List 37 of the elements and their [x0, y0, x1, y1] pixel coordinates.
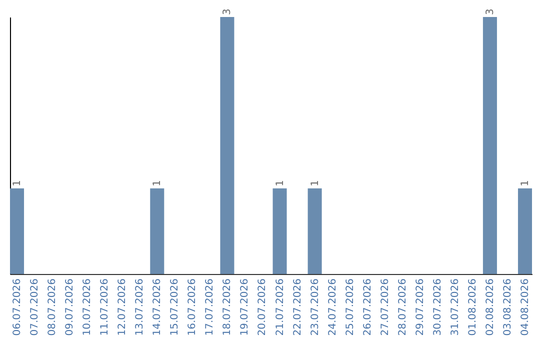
x-tick-label: 28.07.2026 [397, 278, 408, 336]
x-tick-label: 11.07.2026 [100, 278, 111, 336]
x-tick-label: 18.07.2026 [222, 278, 234, 336]
x-tick-label: 17.07.2026 [204, 278, 216, 336]
x-tick-label: 09.07.2026 [64, 278, 76, 336]
x-tick-label: 01.08.2026 [467, 278, 478, 336]
x-tick-label: 23.07.2026 [310, 278, 321, 336]
x-tick-label: 08.07.2026 [47, 278, 58, 336]
x-tick-label: 22.07.2026 [292, 278, 304, 336]
x-tick-label: 31.07.2026 [450, 278, 461, 336]
data-label: 1 [152, 180, 164, 186]
x-tick-label: 07.07.2026 [30, 278, 41, 336]
data-label: 1 [520, 180, 531, 186]
x-tick-label: 15.07.2026 [170, 278, 181, 336]
x-tick-label: 06.07.2026 [12, 278, 24, 336]
x-tick-label: 26.07.2026 [362, 278, 374, 336]
data-label: 1 [274, 180, 286, 186]
x-tick-label: 29.07.2026 [414, 278, 426, 336]
x-tick-label: 24.07.2026 [327, 278, 338, 336]
x-tick-label: 25.07.2026 [344, 278, 356, 336]
x-tick-label: 20.07.2026 [257, 278, 268, 336]
x-tick-label: 13.07.2026 [134, 278, 146, 336]
x-tick-label: 14.07.2026 [152, 278, 164, 336]
data-label: 3 [484, 8, 496, 15]
x-tick-label: 10.07.2026 [82, 278, 94, 336]
data-label: 1 [310, 180, 321, 186]
x-tick-label: 30.07.2026 [432, 278, 444, 336]
x-tick-label: 04.08.2026 [520, 278, 531, 336]
data-label: 1 [12, 180, 24, 186]
x-tick-label: 16.07.2026 [187, 278, 198, 336]
x-tick-label: 27.07.2026 [380, 278, 391, 336]
x-tick-label: 21.07.2026 [274, 278, 286, 336]
x-tick-label: 12.07.2026 [117, 278, 128, 336]
x-tick-label: 03.08.2026 [502, 278, 514, 336]
data-label: 3 [222, 8, 234, 15]
x-tick-label: 02.08.2026 [484, 278, 496, 336]
x-tick-label: 19.07.2026 [240, 278, 251, 336]
